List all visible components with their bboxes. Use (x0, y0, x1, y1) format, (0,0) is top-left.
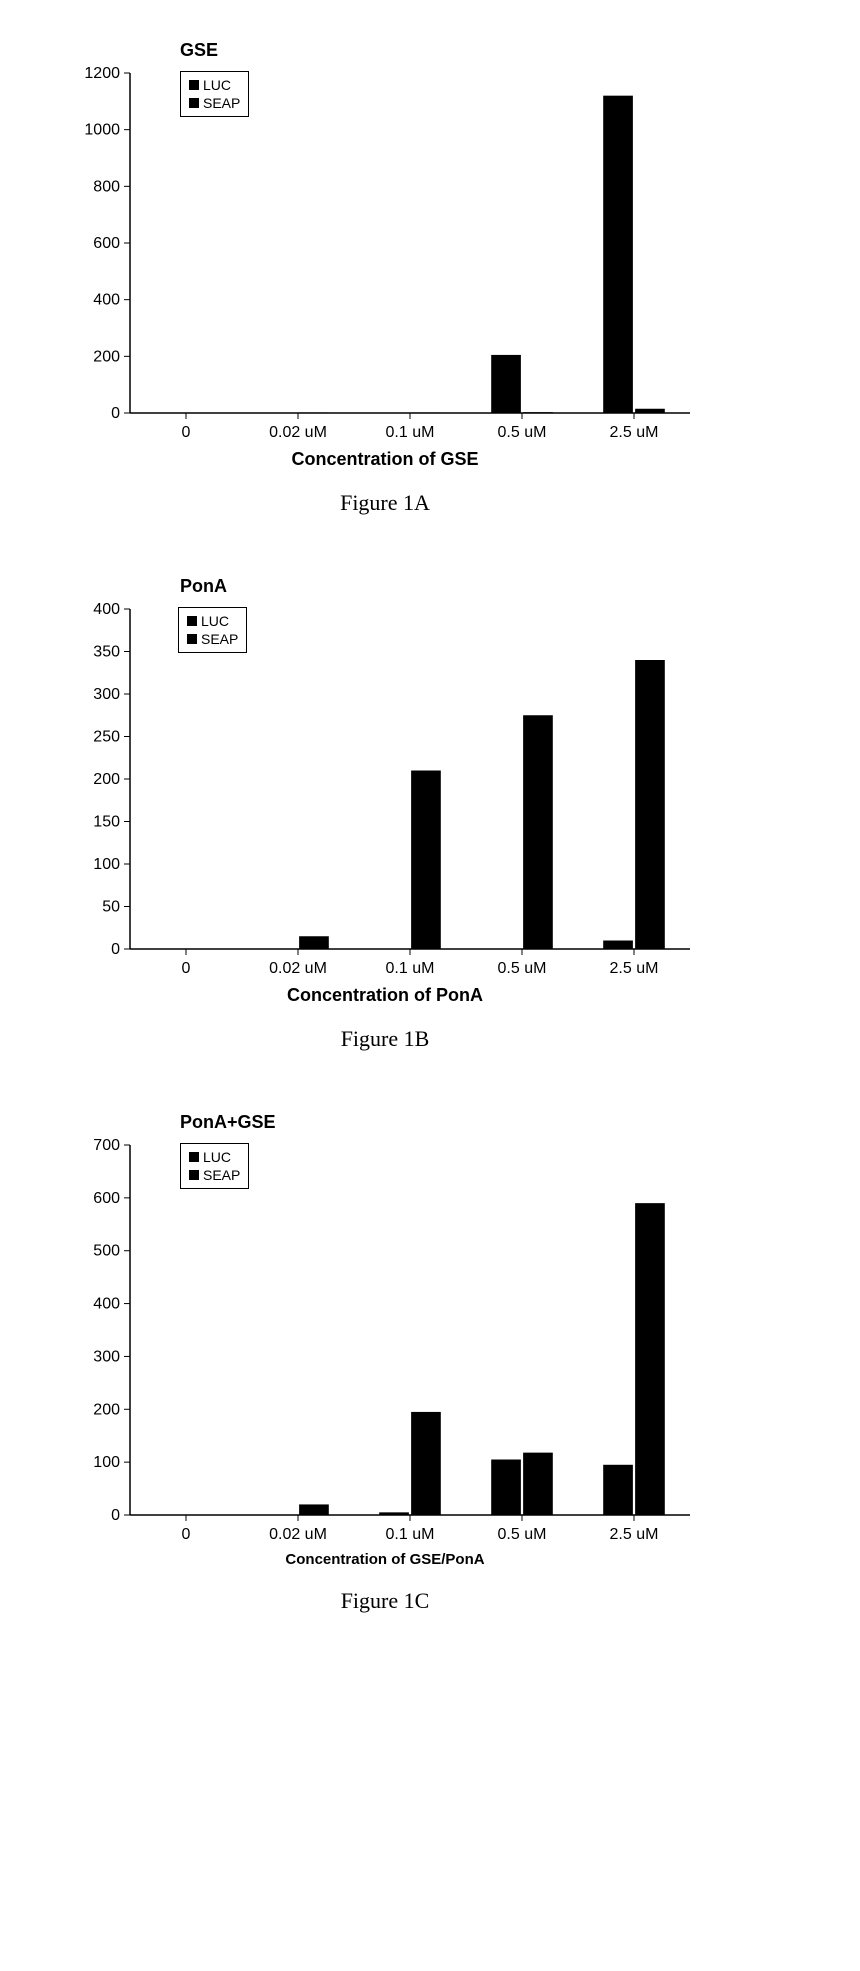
legend-swatch (187, 634, 197, 644)
chart-title: GSE (180, 40, 800, 61)
legend-item: SEAP (189, 1166, 240, 1184)
legend-swatch (189, 1170, 199, 1180)
legend: LUCSEAP (178, 607, 247, 653)
x-tick-label: 2.5 uM (610, 424, 659, 441)
y-tick-label: 600 (93, 1190, 120, 1207)
y-tick-label: 600 (93, 235, 120, 252)
bar-LUC (603, 1465, 633, 1515)
y-tick-label: 700 (93, 1137, 120, 1154)
chart-block-C: PonA+GSE LUCSEAP 01002003004005006007000… (60, 1112, 800, 1614)
bar-SEAP (299, 936, 329, 949)
y-tick-label: 200 (93, 771, 120, 788)
bar-SEAP (411, 1412, 441, 1515)
y-tick-label: 500 (93, 1243, 120, 1260)
x-axis-label: Concentration of PonA (60, 985, 710, 1006)
bar-SEAP (635, 660, 665, 949)
charts-container: GSE LUCSEAP 02004006008001000120000.02 u… (60, 40, 800, 1614)
chart-block-B: PonA LUCSEAP 0 50 100 150 200 250 300 350 400 0 0.… (60, 576, 800, 1052)
x-tick-label: 0.02 uM (269, 960, 327, 977)
y-tick-label: 200 (93, 348, 120, 365)
x-tick-label: 0.1 uM (386, 960, 435, 977)
y-tick-label: 200 (93, 1401, 120, 1418)
y-tick-label: 400 (93, 292, 120, 309)
bar-SEAP (523, 715, 553, 949)
y-tick-label: 300 (93, 686, 120, 703)
chart-svg: 0 200 400 600 800 1000 1200 0 0.02 uM 0.1 uM 0.5 u… (60, 63, 710, 443)
y-tick-label: 0 (111, 941, 120, 958)
legend-swatch (189, 98, 199, 108)
x-tick-label: 0.1 uM (386, 424, 435, 441)
legend-item: SEAP (189, 94, 240, 112)
bar-LUC (491, 355, 521, 413)
y-tick-label: 350 (93, 644, 120, 661)
chart-svg: 0 100 200 300 400 500 600 700 0 0.02 uM 0.1 uM 0.5 … (60, 1135, 710, 1545)
x-axis-label: Concentration of GSE (60, 449, 710, 470)
x-tick-label: 0.5 uM (498, 1526, 547, 1543)
chart-wrap: LUCSEAP 0 50 100 150 200 250 300 350 400 0 0.02 uM… (60, 599, 710, 979)
y-tick-label: 100 (93, 856, 120, 873)
y-tick-label: 0 (111, 405, 120, 422)
x-tick-label: 0 (182, 960, 191, 977)
bar-LUC (491, 1460, 521, 1516)
y-tick-label: 800 (93, 178, 120, 195)
y-tick-label: 0 (111, 1507, 120, 1524)
legend-label: SEAP (203, 94, 240, 112)
chart-title: PonA (180, 576, 800, 597)
chart-wrap: LUCSEAP 0 200 400 600 800 1000 1200 0 0.02 uM 0.1… (60, 63, 710, 443)
legend-label: SEAP (203, 1166, 240, 1184)
chart-block-A: GSE LUCSEAP 0 200 400 600 800 1000 1200 0 0.02 u… (60, 40, 800, 516)
bar-SEAP (523, 1453, 553, 1515)
y-tick-label: 400 (93, 1296, 120, 1313)
x-tick-label: 0.1 uM (386, 1526, 435, 1543)
legend-swatch (187, 616, 197, 626)
y-tick-label: 250 (93, 729, 120, 746)
legend-item: LUC (187, 612, 238, 630)
bar-SEAP (411, 771, 441, 950)
x-tick-label: 0 (182, 424, 191, 441)
x-tick-label: 0.5 uM (498, 424, 547, 441)
bar-LUC (603, 96, 633, 413)
x-tick-label: 0.02 uM (269, 424, 327, 441)
figure-caption: Figure 1C (60, 1588, 710, 1614)
x-tick-label: 2.5 uM (610, 1526, 659, 1543)
legend-label: SEAP (201, 630, 238, 648)
legend-swatch (189, 80, 199, 90)
bar-LUC (603, 941, 633, 950)
chart-title: PonA+GSE (180, 1112, 800, 1133)
legend-swatch (189, 1152, 199, 1162)
figure-caption: Figure 1B (60, 1026, 710, 1052)
chart-svg: 0 50 100 150 200 250 300 350 400 0 0.02 uM 0.1 uM 0.… (60, 599, 710, 979)
y-tick-label: 400 (93, 601, 120, 618)
x-tick-label: 0 (182, 1526, 191, 1543)
legend-label: LUC (203, 76, 231, 94)
x-tick-label: 2.5 uM (610, 960, 659, 977)
legend-item: LUC (189, 76, 240, 94)
legend: LUCSEAP (180, 71, 249, 117)
x-axis-label: Concentration of GSE/PonA (60, 1551, 710, 1568)
x-tick-label: 0.5 uM (498, 960, 547, 977)
y-tick-label: 100 (93, 1454, 120, 1471)
y-tick-label: 1200 (84, 65, 120, 82)
y-tick-label: 50 (102, 899, 120, 916)
legend-label: LUC (203, 1148, 231, 1166)
y-tick-label: 150 (93, 814, 120, 831)
legend-label: LUC (201, 612, 229, 630)
y-tick-label: 1000 (84, 122, 120, 139)
bar-SEAP (635, 1203, 665, 1515)
x-tick-label: 0.02 uM (269, 1526, 327, 1543)
y-tick-label: 300 (93, 1348, 120, 1365)
legend: LUCSEAP (180, 1143, 249, 1189)
figure-caption: Figure 1A (60, 490, 710, 516)
legend-item: LUC (189, 1148, 240, 1166)
legend-item: SEAP (187, 630, 238, 648)
chart-wrap: LUCSEAP 0 100 200 300 400 500 600 700 0 0.02 uM 0.… (60, 1135, 710, 1545)
bar-SEAP (299, 1504, 329, 1515)
